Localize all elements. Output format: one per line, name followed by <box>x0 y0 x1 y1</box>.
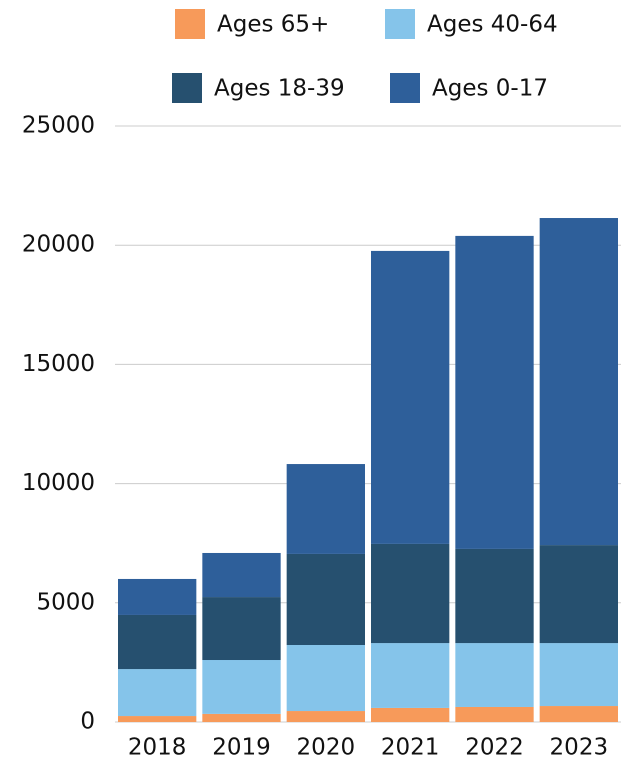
x-tick-label: 2023 <box>550 735 609 761</box>
bar-segment <box>371 643 450 708</box>
legend-label: Ages 0-17 <box>432 76 548 102</box>
bar-segment <box>202 597 281 661</box>
y-tick-label: 0 <box>80 709 95 735</box>
bar-segment <box>371 543 450 644</box>
bar-segment <box>539 218 618 546</box>
bar-segment <box>286 644 365 712</box>
bar-segment <box>118 669 197 717</box>
bar-segment <box>286 711 365 722</box>
bar-segment <box>286 553 365 645</box>
bar-segment <box>455 548 534 644</box>
legend-label: Ages 40-64 <box>427 12 558 38</box>
bar-segment <box>286 464 365 554</box>
x-tick-label: 2018 <box>128 735 187 761</box>
y-tick-label: 15000 <box>22 351 95 377</box>
legend-swatch <box>385 9 415 39</box>
bar-segment <box>202 660 281 714</box>
bar-segment <box>539 643 618 707</box>
x-tick-label: 2019 <box>212 735 271 761</box>
bar-segment <box>202 552 281 598</box>
bar-segment <box>118 716 197 722</box>
bar-segment <box>118 614 197 670</box>
bar-segment <box>371 250 450 544</box>
bar-segment <box>455 235 534 549</box>
bar-segment <box>455 643 534 707</box>
x-tick-label: 2022 <box>465 735 524 761</box>
legend-swatch <box>390 73 420 103</box>
y-tick-label: 10000 <box>22 470 95 496</box>
legend-label: Ages 18-39 <box>214 76 345 102</box>
x-tick-label: 2020 <box>297 735 356 761</box>
x-tick-label: 2021 <box>381 735 440 761</box>
bar-segment <box>371 707 450 722</box>
bar-segment <box>539 706 618 722</box>
bar-segment <box>539 545 618 644</box>
y-tick-label: 25000 <box>22 113 95 139</box>
y-tick-label: 20000 <box>22 232 95 258</box>
bar-segment <box>202 713 281 722</box>
legend-swatch <box>175 9 205 39</box>
legend-swatch <box>172 73 202 103</box>
bar-segment <box>455 706 534 722</box>
y-tick-label: 5000 <box>36 589 95 615</box>
bar-segment <box>118 578 197 615</box>
legend-label: Ages 65+ <box>217 12 329 38</box>
